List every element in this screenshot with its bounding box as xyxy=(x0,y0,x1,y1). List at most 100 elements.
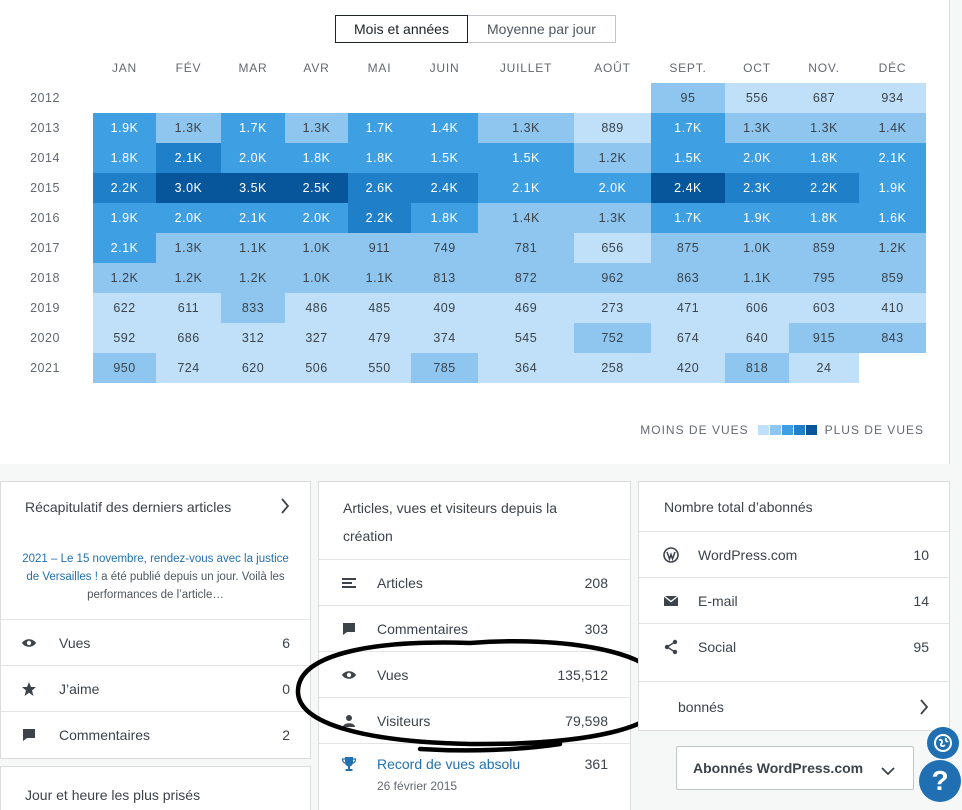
heatmap-cell[interactable]: 479 xyxy=(348,323,411,353)
heatmap-cell[interactable]: 1.6K xyxy=(859,203,926,233)
heatmap-cell[interactable]: 1.0K xyxy=(285,263,348,293)
recent-post-link[interactable]: 2021 – Le 15 novembre, rendez-vous avec … xyxy=(22,553,289,583)
heatmap-cell[interactable]: 2.0K xyxy=(725,143,789,173)
heatmap-cell[interactable]: 2.1K xyxy=(156,143,221,173)
heatmap-cell[interactable]: 1.8K xyxy=(411,203,478,233)
heatmap-cell[interactable]: 1.2K xyxy=(221,263,285,293)
heatmap-cell[interactable]: 2.1K xyxy=(221,203,285,233)
heatmap-cell[interactable]: 863 xyxy=(651,263,725,293)
heatmap-cell[interactable]: 3.0K xyxy=(156,173,221,203)
heatmap-cell[interactable]: 1.9K xyxy=(93,203,156,233)
heatmap-cell[interactable]: 1.3K xyxy=(285,113,348,143)
heatmap-cell[interactable]: 2.4K xyxy=(651,173,725,203)
heatmap-cell[interactable]: 656 xyxy=(574,233,651,263)
heatmap-cell[interactable]: 752 xyxy=(574,323,651,353)
heatmap-cell[interactable]: 2.3K xyxy=(725,173,789,203)
recent-post-header[interactable]: Récapitulatif des derniers articles xyxy=(1,482,310,532)
heatmap-cell[interactable]: 1.2K xyxy=(574,143,651,173)
heatmap-cell[interactable]: 1.9K xyxy=(725,203,789,233)
followers-link-row[interactable]: bonnés xyxy=(639,681,949,731)
heatmap-cell[interactable]: 374 xyxy=(411,323,478,353)
heatmap-cell[interactable]: 1.5K xyxy=(478,143,574,173)
heatmap-cell[interactable]: 556 xyxy=(725,83,789,113)
heatmap-cell[interactable]: 1.3K xyxy=(156,233,221,263)
heatmap-cell[interactable]: 1.4K xyxy=(859,113,926,143)
heatmap-cell[interactable]: 592 xyxy=(93,323,156,353)
heatmap-cell[interactable]: 506 xyxy=(285,353,348,383)
heatmap-cell[interactable]: 2.1K xyxy=(859,143,926,173)
heatmap-cell[interactable]: 273 xyxy=(574,293,651,323)
heatmap-cell[interactable]: 95 xyxy=(651,83,725,113)
heatmap-cell[interactable]: 1.2K xyxy=(93,263,156,293)
heatmap-cell[interactable]: 622 xyxy=(93,293,156,323)
heatmap-cell[interactable]: 471 xyxy=(651,293,725,323)
heatmap-cell[interactable]: 724 xyxy=(156,353,221,383)
heatmap-cell[interactable]: 1.5K xyxy=(651,143,725,173)
heatmap-cell[interactable]: 1.9K xyxy=(93,113,156,143)
heatmap-cell[interactable]: 674 xyxy=(651,323,725,353)
heatmap-cell[interactable]: 2.0K xyxy=(285,203,348,233)
heatmap-cell[interactable]: 859 xyxy=(789,233,859,263)
heatmap-cell[interactable]: 603 xyxy=(789,293,859,323)
heatmap-cell[interactable]: 950 xyxy=(93,353,156,383)
heatmap-cell[interactable]: 364 xyxy=(478,353,574,383)
heatmap-cell[interactable]: 859 xyxy=(859,263,926,293)
heatmap-cell[interactable]: 1.9K xyxy=(859,173,926,203)
followers-type-select[interactable]: Abonnés WordPress.com xyxy=(676,746,914,790)
heatmap-cell[interactable]: 872 xyxy=(478,263,574,293)
heatmap-cell[interactable]: 1.4K xyxy=(411,113,478,143)
heatmap-cell[interactable]: 686 xyxy=(156,323,221,353)
heatmap-cell[interactable]: 24 xyxy=(789,353,859,383)
heatmap-cell[interactable]: 550 xyxy=(348,353,411,383)
heatmap-cell[interactable]: 620 xyxy=(221,353,285,383)
heatmap-cell[interactable]: 1.7K xyxy=(651,203,725,233)
heatmap-cell[interactable]: 833 xyxy=(221,293,285,323)
heatmap-cell[interactable]: 1.2K xyxy=(156,263,221,293)
heatmap-cell[interactable]: 3.5K xyxy=(221,173,285,203)
heatmap-cell[interactable]: 611 xyxy=(156,293,221,323)
heatmap-cell[interactable]: 785 xyxy=(411,353,478,383)
heatmap-cell[interactable]: 1.8K xyxy=(789,203,859,233)
heatmap-cell[interactable]: 2.5K xyxy=(285,173,348,203)
heatmap-cell[interactable]: 1.3K xyxy=(156,113,221,143)
heatmap-cell[interactable]: 915 xyxy=(789,323,859,353)
heatmap-cell[interactable]: 1.4K xyxy=(478,203,574,233)
heatmap-cell[interactable]: 1.3K xyxy=(789,113,859,143)
heatmap-cell[interactable]: 934 xyxy=(859,83,926,113)
heatmap-cell[interactable]: 312 xyxy=(221,323,285,353)
heatmap-cell[interactable]: 486 xyxy=(285,293,348,323)
heatmap-cell[interactable]: 2.2K xyxy=(789,173,859,203)
heatmap-cell[interactable]: 2.2K xyxy=(93,173,156,203)
translate-icon[interactable] xyxy=(927,727,959,759)
heatmap-cell[interactable]: 911 xyxy=(348,233,411,263)
heatmap-cell[interactable]: 2.1K xyxy=(478,173,574,203)
heatmap-cell[interactable]: 889 xyxy=(574,113,651,143)
heatmap-cell[interactable]: 2.0K xyxy=(221,143,285,173)
heatmap-cell[interactable]: 2.4K xyxy=(411,173,478,203)
heatmap-cell[interactable]: 1.3K xyxy=(478,113,574,143)
heatmap-cell[interactable]: 962 xyxy=(574,263,651,293)
tab-average-per-day[interactable]: Moyenne par jour xyxy=(468,15,616,43)
heatmap-cell[interactable]: 1.8K xyxy=(348,143,411,173)
heatmap-cell[interactable]: 1.7K xyxy=(221,113,285,143)
heatmap-cell[interactable]: 2.2K xyxy=(348,203,411,233)
record-views-link[interactable]: Record de vues absolu xyxy=(377,756,521,772)
heatmap-cell[interactable]: 1.8K xyxy=(285,143,348,173)
heatmap-cell[interactable]: 2.0K xyxy=(156,203,221,233)
heatmap-cell[interactable]: 687 xyxy=(789,83,859,113)
heatmap-cell[interactable]: 327 xyxy=(285,323,348,353)
heatmap-cell[interactable]: 1.8K xyxy=(789,143,859,173)
heatmap-cell[interactable]: 1.5K xyxy=(411,143,478,173)
heatmap-cell[interactable]: 258 xyxy=(574,353,651,383)
heatmap-cell[interactable]: 1.0K xyxy=(725,233,789,263)
heatmap-cell[interactable]: 485 xyxy=(348,293,411,323)
tab-months-years[interactable]: Mois et années xyxy=(335,15,468,43)
heatmap-cell[interactable]: 640 xyxy=(725,323,789,353)
heatmap-cell[interactable]: 1.7K xyxy=(348,113,411,143)
heatmap-cell[interactable]: 2.6K xyxy=(348,173,411,203)
help-icon[interactable]: ? xyxy=(919,760,961,802)
heatmap-cell[interactable]: 545 xyxy=(478,323,574,353)
heatmap-cell[interactable]: 409 xyxy=(411,293,478,323)
heatmap-cell[interactable]: 843 xyxy=(859,323,926,353)
heatmap-cell[interactable]: 1.1K xyxy=(725,263,789,293)
